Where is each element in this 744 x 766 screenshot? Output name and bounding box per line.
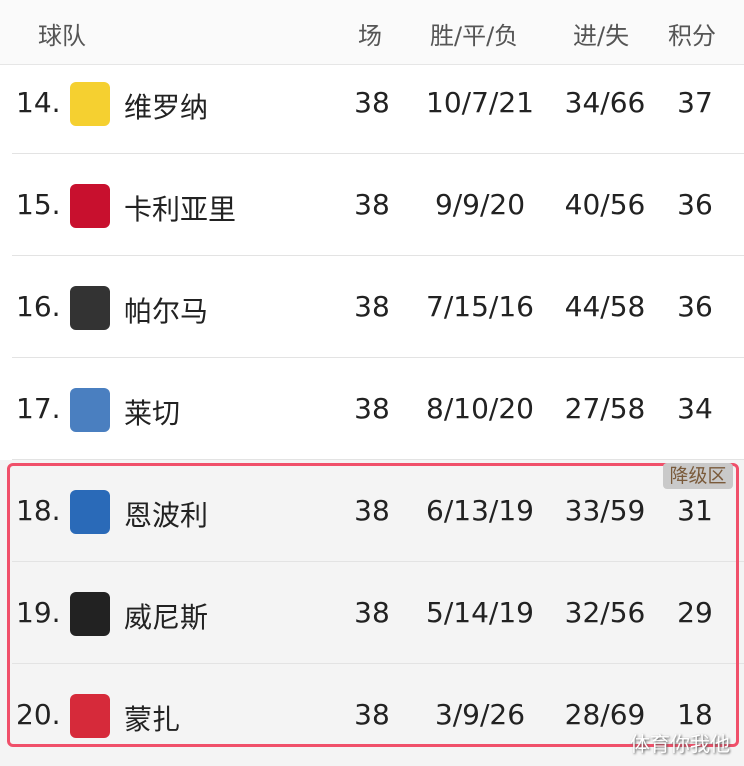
team-name: 帕尔马: [124, 295, 209, 328]
team-logo-icon: [70, 286, 110, 330]
team-name: 卡利亚里: [124, 193, 237, 226]
relegation-label: 降级区: [663, 463, 733, 489]
played: 38: [354, 698, 390, 731]
points: 31: [677, 494, 713, 527]
team-name: 莱切: [124, 397, 181, 430]
wdl: 10/7/21: [426, 86, 534, 119]
played: 38: [354, 392, 390, 425]
points: 29: [677, 596, 713, 629]
header-points: 积分: [668, 22, 716, 50]
row-divider: [12, 663, 744, 664]
played: 38: [354, 188, 390, 221]
played: 38: [354, 290, 390, 323]
rank: 14.: [16, 86, 61, 119]
relegation-highlight: [7, 463, 739, 747]
table-row[interactable]: 15. 卡利亚里 38 9/9/20 40/56 36: [0, 154, 744, 256]
points: 34: [677, 392, 713, 425]
wdl: 5/14/19: [426, 596, 534, 629]
played: 38: [354, 494, 390, 527]
team-name: 威尼斯: [124, 601, 209, 634]
wdl: 6/13/19: [426, 494, 534, 527]
table-row[interactable]: 14. 维罗纳 38 10/7/21 34/66 37: [0, 52, 744, 154]
row-divider: [12, 255, 744, 256]
team-logo-icon: [70, 490, 110, 534]
wdl: 8/10/20: [426, 392, 534, 425]
played: 38: [354, 86, 390, 119]
wdl: 3/9/26: [434, 698, 526, 731]
watermark: 体育你我他: [630, 732, 730, 756]
team-logo-icon: [70, 694, 110, 738]
table-row[interactable]: 19. 威尼斯 38 5/14/19 32/56 29: [0, 562, 744, 664]
team-name: 蒙扎: [124, 703, 181, 736]
table-row[interactable]: 17. 莱切 38 8/10/20 27/58 34: [0, 358, 744, 460]
goals: 33/59: [564, 494, 646, 527]
rank: 18.: [16, 494, 61, 527]
rank: 17.: [16, 392, 61, 425]
points: 18: [677, 698, 713, 731]
table-row[interactable]: 20. 蒙扎 38 3/9/26 28/69 18: [0, 664, 744, 766]
points: 37: [677, 86, 713, 119]
table-row[interactable]: 16. 帕尔马 38 7/15/16 44/58 36: [0, 256, 744, 358]
rank: 16.: [16, 290, 61, 323]
played: 38: [354, 596, 390, 629]
header-goals: 进/失: [573, 22, 630, 50]
row-divider: [12, 357, 744, 358]
team-name: 维罗纳: [124, 91, 209, 124]
goals: 44/58: [564, 290, 646, 323]
goals: 40/56: [564, 188, 646, 221]
rank: 19.: [16, 596, 61, 629]
wdl: 9/9/20: [434, 188, 526, 221]
wdl: 7/15/16: [426, 290, 534, 323]
table-row[interactable]: 18. 恩波利 38 6/13/19 33/59 31: [0, 460, 744, 562]
header-wdl: 胜/平/负: [430, 22, 519, 50]
rank: 20.: [16, 698, 61, 731]
row-divider: [12, 153, 744, 154]
table-header: 球队 场 胜/平/负 进/失 积分: [0, 0, 744, 65]
rank: 15.: [16, 188, 61, 221]
team-logo-icon: [70, 388, 110, 432]
points: 36: [677, 188, 713, 221]
goals: 34/66: [564, 86, 646, 119]
goals: 27/58: [564, 392, 646, 425]
row-divider: [12, 561, 744, 562]
team-logo-icon: [70, 592, 110, 636]
header-played: 场: [358, 22, 382, 50]
goals: 32/56: [564, 596, 646, 629]
goals: 28/69: [564, 698, 646, 731]
row-divider: [12, 459, 744, 460]
team-name: 恩波利: [124, 499, 209, 532]
points: 36: [677, 290, 713, 323]
header-team: 球队: [38, 22, 86, 50]
team-logo-icon: [70, 184, 110, 228]
team-logo-icon: [70, 82, 110, 126]
